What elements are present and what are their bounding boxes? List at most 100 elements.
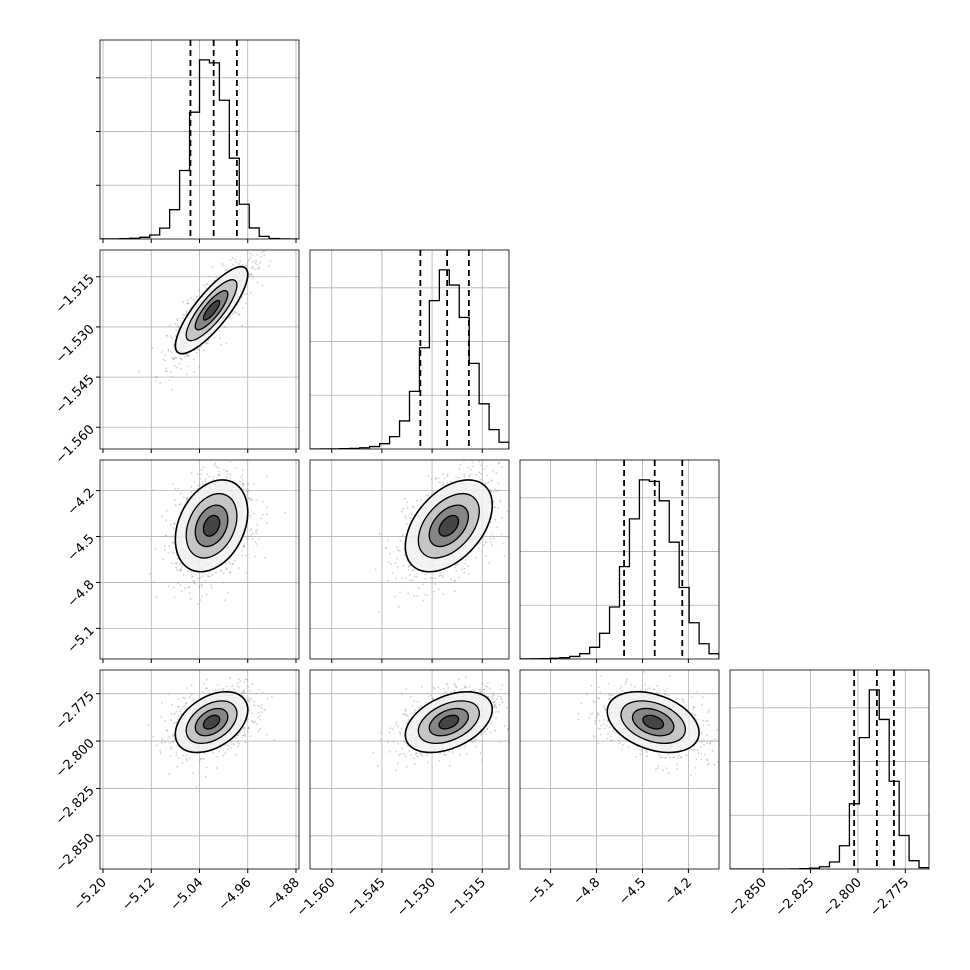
scatter-point (428, 695, 430, 698)
scatter-point (398, 549, 400, 552)
scatter-point (431, 697, 434, 700)
scatter-point (175, 751, 178, 754)
scatter-point (206, 473, 208, 475)
scatter-point (412, 711, 415, 714)
scatter-point (251, 720, 254, 723)
scatter-point (259, 261, 262, 264)
scatter-point (235, 311, 238, 314)
scatter-point (515, 705, 517, 707)
scatter-point (706, 759, 709, 762)
scatter-point (170, 335, 172, 337)
scatter-point (187, 302, 190, 305)
scatter-point (668, 756, 671, 759)
scatter-point (406, 507, 409, 510)
scatter-point (172, 358, 175, 360)
scatter-point (241, 306, 244, 309)
scatter-point (164, 741, 167, 744)
scatter-point (430, 694, 433, 697)
scatter-point (455, 686, 457, 688)
scatter-point (208, 275, 211, 278)
scatter-point (168, 773, 170, 776)
scatter-point (487, 682, 489, 685)
scatter-point (415, 575, 418, 578)
scatter-point (165, 509, 168, 512)
scatter-point (243, 680, 246, 683)
scatter-point (234, 736, 237, 739)
scatter-point (432, 489, 434, 492)
scatter-point (172, 541, 175, 544)
scatter-point (633, 685, 636, 688)
scatter-panel (520, 670, 719, 869)
scatter-point (403, 713, 406, 716)
scatter-point (426, 761, 429, 764)
scatter-point (159, 752, 162, 754)
scatter-point (589, 712, 592, 715)
scatter-point (480, 759, 483, 761)
scatter-point (164, 354, 167, 357)
scatter-point (487, 695, 490, 698)
scatter-point (225, 685, 228, 688)
scatter-point (502, 542, 505, 545)
scatter-point (424, 573, 427, 576)
scatter-point (594, 722, 596, 725)
scatter-point (161, 515, 164, 518)
scatter-point (249, 235, 251, 237)
scatter-point (244, 735, 247, 738)
scatter-point (442, 692, 444, 695)
scatter-point (226, 568, 228, 571)
scatter-point (499, 695, 502, 698)
scatter-point (212, 751, 214, 754)
scatter-point (181, 314, 184, 316)
scatter-point (447, 683, 449, 686)
scatter-point (391, 571, 394, 574)
scatter-point (398, 754, 401, 757)
scatter-point (154, 547, 157, 550)
scatter-point (173, 713, 176, 716)
scatter-point (241, 554, 244, 557)
scatter-point (196, 487, 199, 490)
scatter-point (618, 739, 621, 742)
scatter-point (248, 709, 251, 712)
scatter-point (200, 758, 202, 760)
scatter-point (432, 686, 435, 689)
scatter-point (255, 723, 258, 726)
scatter-point (223, 326, 226, 329)
scatter-point (246, 731, 249, 733)
scatter-point (222, 581, 225, 584)
scatter-point (165, 367, 168, 370)
scatter-point (607, 732, 609, 735)
scatter-point (220, 343, 223, 346)
scatter-point (180, 357, 182, 360)
scatter-point (186, 365, 189, 368)
scatter-point (636, 745, 639, 748)
scatter-point (469, 468, 472, 471)
scatter-point (250, 499, 253, 502)
scatter-point (251, 532, 254, 535)
scatter-point (403, 554, 406, 556)
scatter-point (231, 563, 234, 566)
scatter-point (260, 251, 263, 254)
scatter-point (404, 755, 407, 757)
scatter-point (378, 533, 381, 536)
scatter-point (186, 496, 189, 499)
scatter-point (407, 569, 410, 571)
scatter-point (204, 287, 207, 290)
scatter-point (440, 571, 443, 574)
scatter-point (198, 365, 201, 368)
scatter-point (147, 723, 149, 726)
scatter-point (203, 682, 206, 685)
scatter-point (247, 727, 250, 730)
scatter-point (445, 683, 448, 686)
scatter-point (442, 688, 445, 690)
scatter-point (205, 687, 207, 690)
scatter-point (239, 454, 241, 456)
scatter-point (484, 541, 487, 543)
scatter-point (501, 701, 504, 704)
scatter-point (437, 477, 440, 480)
scatter-point (501, 466, 504, 468)
scatter-point (493, 700, 496, 703)
y-tick-label: −1.530 (53, 322, 98, 367)
scatter-point (183, 587, 186, 590)
scatter-point (198, 483, 201, 486)
scatter-point (396, 565, 399, 568)
